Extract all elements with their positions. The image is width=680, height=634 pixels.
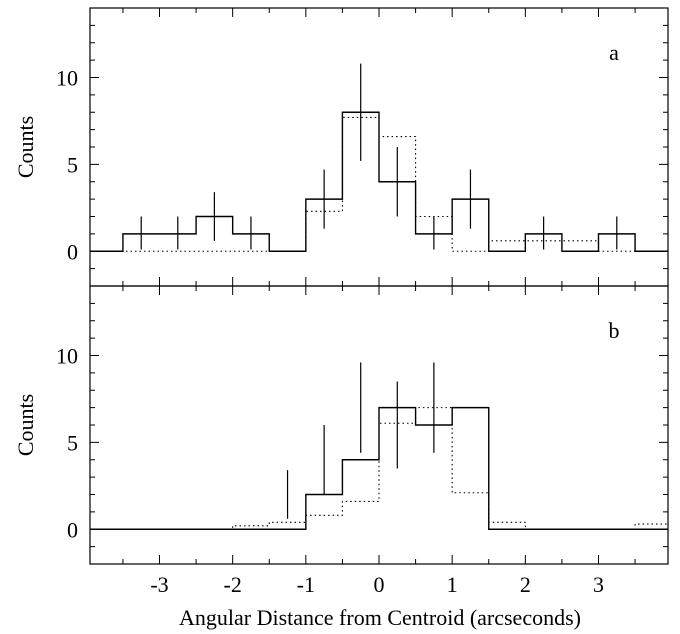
y-axis-label: Counts — [13, 116, 38, 178]
x-tick-label: -3 — [150, 572, 168, 597]
x-tick-label: 3 — [593, 572, 604, 597]
y-tick-label: 5 — [67, 430, 78, 455]
x-tick-label: -1 — [297, 572, 315, 597]
x-tick-label: 1 — [447, 572, 458, 597]
panel-b: 0 5 10 Counts b -3 -2 -1 0 1 2 3 — [13, 285, 669, 597]
y-tick-label: 0 — [67, 239, 78, 264]
observed-histogram — [90, 111, 668, 252]
x-axis-label: Angular Distance from Centroid (arcsecon… — [179, 605, 581, 630]
x-tick-label: 2 — [520, 572, 531, 597]
model-histogram — [90, 116, 668, 252]
y-tick-label: 10 — [56, 66, 78, 91]
panel-a: 0 5 10 Counts a — [13, 7, 669, 287]
x-tick-label: 0 — [374, 572, 385, 597]
y-tick-label: 10 — [56, 344, 78, 369]
panel-letter: b — [609, 318, 620, 343]
x-tick-label: -2 — [224, 572, 242, 597]
panel-letter: a — [609, 40, 619, 65]
observed-histogram — [90, 406, 668, 530]
y-axis-label: Counts — [13, 394, 38, 456]
y-tick-label: 0 — [67, 517, 78, 542]
y-tick-label: 5 — [67, 152, 78, 177]
